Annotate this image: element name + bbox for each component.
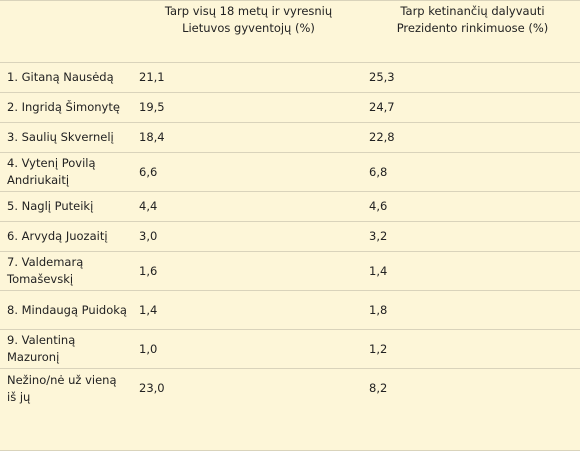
header-candidate <box>0 1 132 62</box>
likely-voters-value: 8,2 <box>369 381 388 395</box>
candidate-name: 8. Mindaugą Puidoką <box>7 302 127 317</box>
all-residents-value: 19,5 <box>139 100 165 114</box>
table-row: 2. Ingridą Šimonytę 19,5 24,7 <box>0 93 580 123</box>
candidate-name: 5. Naglį Puteikį <box>7 199 94 213</box>
table-row: 7. Valdemarą Tomaševskį 1,6 1,4 <box>0 252 580 291</box>
candidate-name: 2. Ingridą Šimonytę <box>7 100 120 114</box>
all-residents-value: 3,0 <box>139 229 158 243</box>
all-residents-value: 1,6 <box>139 263 158 278</box>
candidate-name: 4. Vytenį Povilą Andriukaitį <box>7 156 96 187</box>
all-residents-value: 6,6 <box>139 164 158 179</box>
likely-voters-value: 1,8 <box>369 302 388 317</box>
table-row: 9. Valentiną Mazuronį 1,0 1,2 <box>0 330 580 369</box>
table-row: 8. Mindaugą Puidoką 1,4 1,8 <box>0 291 580 330</box>
header-all-residents: Tarp visų 18 metų ir vyresnių Lietuvos g… <box>164 4 333 35</box>
table-row: 3. Saulių Skvernelį 18,4 22,8 <box>0 123 580 153</box>
likely-voters-value: 1,4 <box>369 263 388 278</box>
table-row: Nežino/nė už vieną iš jų 23,0 8,2 <box>0 369 580 408</box>
candidate-name: 9. Valentiną Mazuronį <box>7 333 76 364</box>
likely-voters-value: 3,2 <box>369 229 388 243</box>
likely-voters-value: 22,8 <box>369 130 395 144</box>
all-residents-value: 23,0 <box>139 381 165 395</box>
likely-voters-value: 25,3 <box>369 70 395 84</box>
candidate-name: 3. Saulių Skvernelį <box>7 130 114 144</box>
all-residents-value: 18,4 <box>139 130 165 144</box>
candidate-name: Nežino/nė už vieną iš jų <box>7 372 117 404</box>
all-residents-value: 21,1 <box>139 70 165 84</box>
likely-voters-value: 4,6 <box>369 199 388 213</box>
likely-voters-value: 1,2 <box>369 341 388 356</box>
likely-voters-value: 24,7 <box>369 100 395 114</box>
candidate-name: 7. Valdemarą Tomaševskį <box>7 255 84 286</box>
header-likely-voters: Tarp ketinančių dalyvauti Prezidento rin… <box>396 4 549 35</box>
candidate-name: 6. Arvydą Juozaitį <box>7 229 108 243</box>
table-header-row: Tarp visų 18 metų ir vyresnių Lietuvos g… <box>0 1 580 63</box>
candidate-name: 1. Gitaną Nausėdą <box>7 70 114 84</box>
all-residents-value: 4,4 <box>139 199 158 213</box>
likely-voters-value: 6,8 <box>369 164 388 179</box>
table-row: 1. Gitaną Nausėdą 21,1 25,3 <box>0 63 580 93</box>
table-row: 5. Naglį Puteikį 4,4 4,6 <box>0 192 580 222</box>
all-residents-value: 1,0 <box>139 341 158 356</box>
table-row: 4. Vytenį Povilą Andriukaitį 6,6 6,8 <box>0 153 580 192</box>
all-residents-value: 1,4 <box>139 302 158 317</box>
table-row: 6. Arvydą Juozaitį 3,0 3,2 <box>0 222 580 252</box>
